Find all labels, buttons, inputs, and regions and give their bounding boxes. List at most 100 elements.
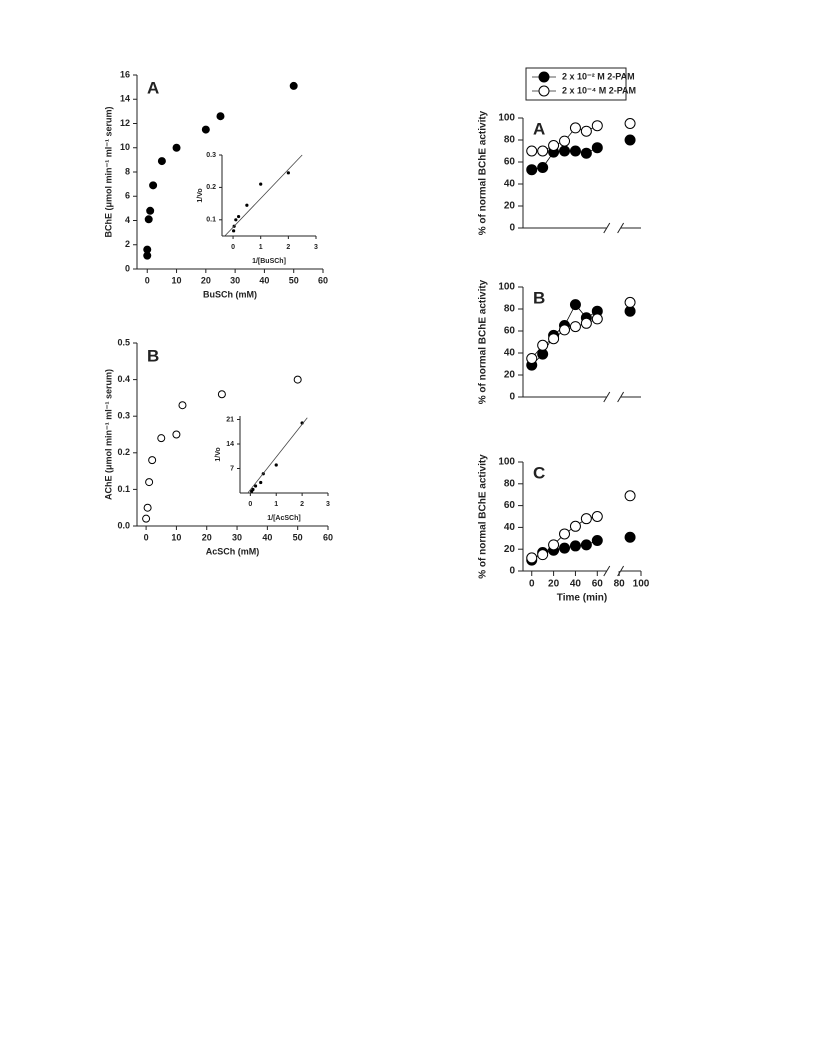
data-point (569, 145, 581, 157)
inset-point (232, 229, 236, 233)
data-point (148, 456, 157, 465)
data-point (548, 539, 560, 551)
data-point (569, 520, 581, 532)
x-tick-label: 1 (259, 244, 263, 251)
axis-break (617, 565, 625, 577)
x-tick-label: 0 (248, 501, 252, 508)
y-tick-label: 60 (504, 326, 516, 337)
data-point (624, 490, 636, 502)
data-point (580, 125, 592, 137)
inset-point (274, 463, 278, 467)
axis-break (603, 565, 611, 577)
y-tick-label: 0 (125, 263, 130, 273)
y-tick-label: 0.2 (117, 447, 130, 457)
data-point (178, 401, 187, 410)
data-point (537, 162, 549, 173)
y-tick-label: 40 (504, 348, 516, 359)
legend-label: 2 x 10⁻² M 2-PAM (562, 71, 635, 81)
x-tick-label: 0 (145, 275, 150, 285)
y-tick-label: 0 (509, 223, 515, 234)
x-tick-label: 0 (529, 579, 535, 590)
y-axis-label: BChE (μmol min⁻¹ ml⁻¹ serum) (103, 106, 113, 237)
trend-line (247, 417, 308, 494)
data-point (591, 313, 603, 325)
x-tick-label: 20 (202, 532, 212, 542)
y-tick-label: 14 (226, 441, 234, 448)
y-tick-label: 20 (504, 370, 516, 381)
y-tick-label: 0.1 (117, 484, 130, 494)
data-point (591, 534, 603, 546)
y-axis-label: % of normal BChE activity (478, 110, 489, 235)
y-tick-label: 16 (120, 69, 130, 79)
y-tick-label: 0.5 (117, 337, 130, 347)
data-point (537, 549, 549, 561)
y-tick-label: 7 (230, 465, 234, 472)
data-point (526, 164, 538, 176)
data-point (591, 511, 603, 522)
panel-label: A (147, 78, 159, 97)
data-point (149, 181, 158, 190)
x-axis-label: 1/[AcSCh] (267, 515, 300, 522)
legend-marker (538, 85, 550, 97)
inset-point (286, 171, 290, 175)
data-point (289, 81, 298, 90)
y-tick-label: 0.2 (206, 184, 216, 191)
x-tick-label: 0 (144, 532, 149, 542)
inset-point (253, 484, 258, 488)
x-tick-label: 40 (262, 532, 272, 542)
data-point (146, 206, 155, 215)
y-tick-label: 80 (504, 135, 516, 146)
data-point (145, 478, 154, 487)
data-point (569, 299, 581, 311)
y-tick-label: 2 (125, 239, 130, 249)
x-tick-label: 40 (259, 275, 269, 285)
data-point (580, 513, 592, 525)
y-tick-label: 60 (504, 157, 516, 168)
y-tick-label: 0.3 (206, 152, 216, 159)
data-point (569, 321, 581, 333)
y-tick-label: 12 (120, 118, 130, 128)
x-axis-label: 1/[BuSCh] (252, 258, 286, 265)
inset-point (236, 214, 241, 219)
data-point (624, 118, 636, 129)
data-point (580, 539, 592, 551)
data-point (293, 375, 302, 384)
data-point (559, 528, 571, 540)
y-tick-label: 20 (504, 201, 516, 212)
axis-break (603, 391, 611, 403)
x-tick-label: 1 (274, 501, 278, 508)
y-axis-label: 1/Vo (197, 188, 204, 202)
data-point (143, 245, 152, 254)
y-tick-label: 20 (504, 544, 516, 555)
y-tick-label: 0.3 (117, 411, 130, 421)
axis-break (617, 391, 625, 403)
data-point (157, 434, 166, 443)
data-point (526, 552, 538, 564)
y-tick-label: 100 (498, 457, 515, 468)
axis-break (617, 222, 625, 234)
y-tick-label: 60 (504, 500, 516, 511)
y-tick-label: 0 (509, 566, 515, 577)
y-axis-label: % of normal BChE activity (478, 454, 489, 579)
y-tick-label: 14 (120, 94, 130, 104)
y-tick-label: 80 (504, 304, 516, 315)
legend-label: 2 x 10⁻⁴ M 2-PAM (562, 85, 636, 95)
x-tick-label: 10 (171, 532, 181, 542)
data-point (144, 215, 153, 224)
inset-point (251, 487, 255, 492)
x-tick-label: 50 (293, 532, 303, 542)
x-tick-label: 0 (231, 244, 235, 251)
y-tick-label: 21 (226, 416, 234, 423)
panel-label: A (533, 119, 545, 138)
y-tick-label: 40 (504, 179, 516, 190)
x-tick-label: 20 (201, 275, 211, 285)
y-tick-label: 40 (504, 522, 516, 533)
data-point (580, 317, 592, 329)
y-tick-label: 8 (125, 166, 130, 176)
data-point (526, 145, 538, 157)
x-tick-label: 60 (592, 579, 604, 590)
data-point (624, 134, 636, 146)
y-tick-label: 6 (125, 191, 130, 201)
data-point (559, 324, 571, 336)
